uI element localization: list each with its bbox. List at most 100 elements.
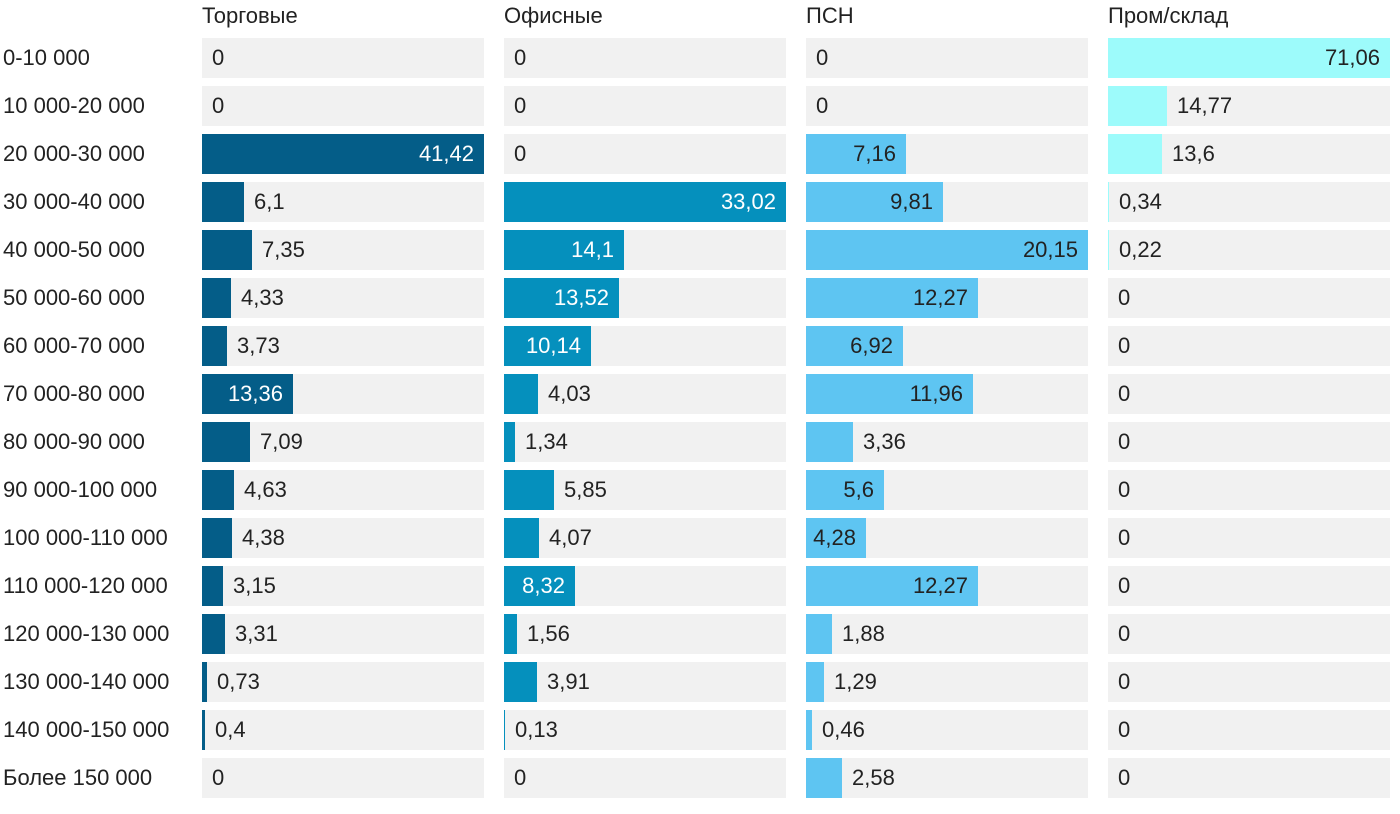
row-label: 60 000-70 000 [3, 333, 145, 358]
bar [806, 422, 853, 462]
row-label: 50 000-60 000 [3, 285, 145, 310]
bar-track: 4,33 [202, 278, 484, 318]
data-label: 6,92 [850, 333, 893, 358]
bar [806, 278, 978, 318]
bar-track: 7,16 [806, 134, 1088, 174]
bar [504, 182, 786, 222]
data-label: 0 [1118, 573, 1131, 598]
bar-track: 7,09 [202, 422, 484, 462]
data-label: 0 [1118, 381, 1131, 406]
bar-track: 1,29 [806, 662, 1088, 702]
data-label: 0 [1118, 765, 1131, 790]
bar [504, 422, 515, 462]
bar [202, 374, 293, 414]
bar-track: 0 [1108, 326, 1390, 366]
data-label: 3,91 [547, 669, 590, 694]
bar-track: 0 [504, 86, 786, 126]
data-label: 0 [212, 93, 225, 118]
data-label: 2,58 [852, 765, 895, 790]
row-label: 0-10 000 [3, 45, 90, 70]
bar-track: 7,35 [202, 230, 484, 270]
data-label: 0 [1118, 333, 1131, 358]
row-label: 10 000-20 000 [3, 93, 145, 118]
bar-track: 4,38 [202, 518, 484, 558]
bar-track: 0,34 [1108, 182, 1390, 222]
data-label: 0,13 [515, 717, 558, 742]
bar-track: 13,36 [202, 374, 484, 414]
bar [806, 662, 824, 702]
column-title: Офисные [504, 3, 603, 28]
data-label: 12,27 [912, 573, 968, 598]
bar-track: 0 [1108, 566, 1390, 606]
bar-track: 0 [806, 86, 1088, 126]
bar [806, 230, 1088, 270]
bar-track: 12,27 [806, 278, 1088, 318]
bar-track: 5,85 [504, 470, 786, 510]
data-label: 4,07 [549, 525, 592, 550]
bar-track: 2,58 [806, 758, 1088, 798]
data-label: 0 [816, 45, 829, 70]
bar [806, 518, 866, 558]
bar-track: 0,4 [202, 710, 484, 750]
data-label: 33,02 [720, 189, 776, 214]
bar [504, 230, 624, 270]
data-label: 0,34 [1119, 189, 1162, 214]
bar-track: 0 [504, 134, 786, 174]
row-label: 90 000-100 000 [3, 477, 158, 502]
bar [504, 278, 619, 318]
bar [806, 614, 832, 654]
bar [504, 518, 539, 558]
bar [202, 470, 234, 510]
data-label: 14,77 [1177, 93, 1233, 118]
bar-track: 0 [202, 38, 484, 78]
bar-track: 0 [1108, 278, 1390, 318]
bar-track: 0 [504, 758, 786, 798]
data-label: 3,73 [237, 333, 280, 358]
data-label: 0 [1118, 669, 1131, 694]
bar-track: 14,1 [504, 230, 786, 270]
data-label: 0 [1118, 621, 1131, 646]
bar [504, 710, 505, 750]
bar-track: 0 [1108, 614, 1390, 654]
data-label: 0,4 [215, 717, 246, 742]
bar [202, 134, 484, 174]
bar-track: 3,36 [806, 422, 1088, 462]
data-label: 0 [514, 765, 527, 790]
column-title: ПСН [806, 3, 854, 28]
data-label: 1,88 [842, 621, 885, 646]
bar-track: 0,46 [806, 710, 1088, 750]
bar [202, 278, 231, 318]
bar [202, 230, 252, 270]
data-label: 10,14 [525, 333, 581, 358]
data-label: 11,96 [909, 381, 963, 406]
data-label: 0 [816, 93, 829, 118]
bar-track: 0 [1108, 470, 1390, 510]
bar [806, 470, 884, 510]
data-label: 8,32 [522, 573, 565, 598]
bar [806, 566, 978, 606]
data-label: 71,06 [1324, 45, 1380, 70]
data-label: 0 [212, 765, 225, 790]
bar [202, 710, 205, 750]
bar [806, 374, 973, 414]
bar [1108, 182, 1109, 222]
bar-track: 0 [202, 758, 484, 798]
data-label: 9,81 [890, 189, 933, 214]
bar-track: 13,52 [504, 278, 786, 318]
row-label: 130 000-140 000 [3, 669, 170, 694]
bar-track: 12,27 [806, 566, 1088, 606]
bar-track: 0 [504, 38, 786, 78]
bar-track: 9,81 [806, 182, 1088, 222]
bar-track: 0 [1108, 374, 1390, 414]
data-label: 4,03 [548, 381, 591, 406]
bar-track: 71,06 [1108, 38, 1390, 78]
data-label: 7,16 [853, 141, 896, 166]
bar [806, 134, 906, 174]
bar-track: 4,07 [504, 518, 786, 558]
data-label: 0 [212, 45, 225, 70]
data-label: 1,29 [834, 669, 877, 694]
bar-track: 0 [1108, 758, 1390, 798]
bar-track: 8,32 [504, 566, 786, 606]
data-label: 5,6 [843, 477, 874, 502]
